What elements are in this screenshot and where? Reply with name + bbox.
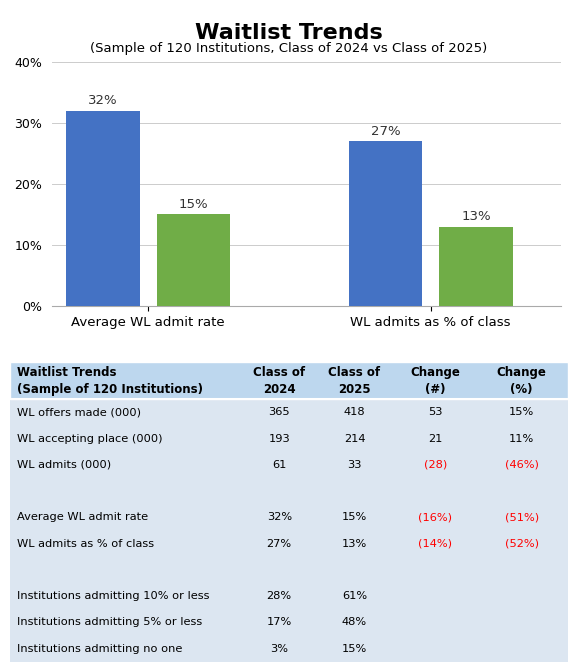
Text: 27%: 27%	[266, 539, 292, 549]
Text: Class of: Class of	[328, 366, 380, 378]
Text: (51%): (51%)	[505, 512, 539, 522]
Text: 418: 418	[344, 407, 365, 417]
Text: (%): (%)	[510, 383, 533, 396]
Text: WL admits as % of class: WL admits as % of class	[17, 539, 154, 549]
Text: 11%: 11%	[509, 434, 534, 444]
Text: 48%: 48%	[342, 617, 367, 627]
Text: 13%: 13%	[461, 210, 491, 223]
Bar	[66, 111, 140, 306]
Text: 53: 53	[428, 407, 443, 417]
Text: Class of: Class of	[253, 366, 305, 378]
Text: 33: 33	[347, 460, 362, 469]
Text: (Sample of 120 Institutions): (Sample of 120 Institutions)	[17, 383, 203, 396]
Text: (Sample of 120 Institutions, Class of 2024 vs Class of 2025): (Sample of 120 Institutions, Class of 20…	[90, 42, 488, 55]
Text: 27%: 27%	[370, 124, 401, 138]
Text: Waitlist Trends: Waitlist Trends	[17, 366, 117, 378]
Text: (46%): (46%)	[505, 460, 539, 469]
Bar	[349, 141, 422, 306]
Bar	[439, 227, 513, 306]
Text: Institutions admitting 10% or less: Institutions admitting 10% or less	[17, 591, 210, 601]
Text: Average WL admit rate: Average WL admit rate	[17, 512, 149, 522]
Text: WL offers made (000): WL offers made (000)	[17, 407, 142, 417]
Text: 32%: 32%	[266, 512, 292, 522]
Text: 13%: 13%	[342, 539, 367, 549]
Text: 15%: 15%	[179, 198, 208, 211]
Text: Institutions admitting 5% or less: Institutions admitting 5% or less	[17, 617, 203, 627]
Text: (52%): (52%)	[505, 539, 539, 549]
Text: 365: 365	[268, 407, 290, 417]
Text: 193: 193	[268, 434, 290, 444]
Text: 15%: 15%	[342, 512, 367, 522]
Text: 2024: 2024	[263, 383, 295, 396]
Text: (14%): (14%)	[418, 539, 452, 549]
Legend: Class of 2024, Class of 2025: Class of 2024, Class of 2025	[84, 372, 340, 396]
Text: Waitlist Trends: Waitlist Trends	[195, 23, 383, 43]
Text: Change: Change	[410, 366, 460, 378]
Text: WL admits (000): WL admits (000)	[17, 460, 112, 469]
Text: 15%: 15%	[342, 644, 367, 654]
Text: 15%: 15%	[509, 407, 534, 417]
Bar	[157, 214, 230, 306]
Text: (28): (28)	[424, 460, 447, 469]
Text: Change: Change	[497, 366, 547, 378]
Text: 21: 21	[428, 434, 442, 444]
Text: 17%: 17%	[266, 617, 292, 627]
Text: (#): (#)	[425, 383, 446, 396]
Text: WL accepting place (000): WL accepting place (000)	[17, 434, 163, 444]
Text: 28%: 28%	[266, 591, 292, 601]
Text: 3%: 3%	[271, 644, 288, 654]
Text: 2025: 2025	[338, 383, 370, 396]
Text: Institutions admitting no one: Institutions admitting no one	[17, 644, 183, 654]
Text: 61%: 61%	[342, 591, 367, 601]
Text: 214: 214	[344, 434, 365, 444]
Text: 61: 61	[272, 460, 287, 469]
Text: 32%: 32%	[88, 94, 118, 107]
Text: (16%): (16%)	[418, 512, 452, 522]
